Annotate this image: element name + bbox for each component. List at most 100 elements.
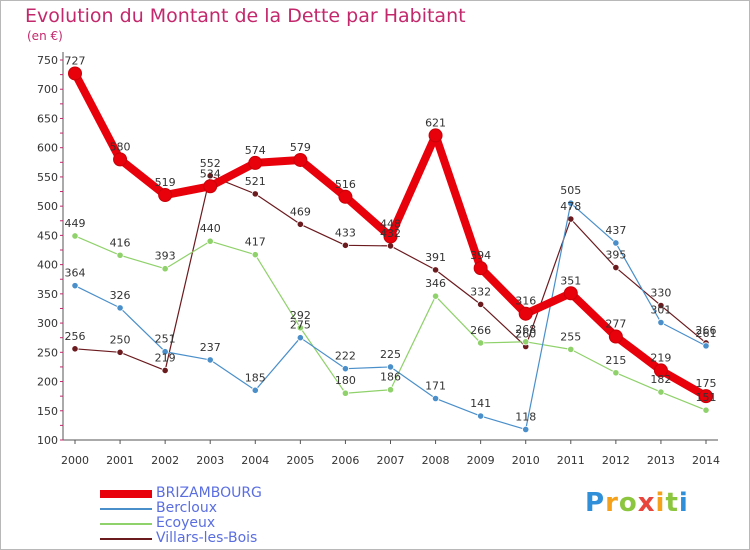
data-point-ecoyeux xyxy=(477,339,485,347)
y-tick-label: 400 xyxy=(37,259,58,272)
data-point-ecoyeux xyxy=(116,251,124,259)
data-label-bercloux: 251 xyxy=(155,333,176,346)
data-label-brizambourg: 277 xyxy=(605,318,626,331)
data-label-bercloux: 225 xyxy=(380,348,401,361)
proxiti-logo: Proxiti xyxy=(585,488,689,518)
data-label-villars-les-bois: 552 xyxy=(200,157,221,170)
data-point-bercloux xyxy=(522,425,530,434)
data-label-villars-les-bois: 432 xyxy=(380,227,401,240)
data-point-ecoyeux xyxy=(71,232,79,240)
y-tick-label: 300 xyxy=(37,317,58,330)
x-tick-label: 2014 xyxy=(692,454,720,467)
data-point-villars-les-bois xyxy=(612,263,620,272)
data-label-bercloux: 171 xyxy=(425,379,446,392)
data-label-brizambourg: 580 xyxy=(110,140,131,153)
data-point-brizambourg xyxy=(653,363,668,378)
x-tick-label: 2005 xyxy=(286,454,314,467)
data-point-villars-les-bois xyxy=(206,172,214,180)
data-label-bercloux: 301 xyxy=(650,303,671,316)
data-point-bercloux xyxy=(657,318,665,327)
data-label-ecoyeux: 292 xyxy=(290,309,311,322)
data-label-villars-les-bois: 250 xyxy=(110,333,131,346)
data-point-bercloux xyxy=(567,199,575,207)
data-label-brizambourg: 394 xyxy=(470,249,491,262)
data-point-ecoyeux xyxy=(386,386,395,394)
y-tick-label: 600 xyxy=(37,142,58,155)
data-point-bercloux xyxy=(206,356,214,364)
legend-swatch-villars-les-bois xyxy=(100,538,152,540)
data-point-bercloux xyxy=(386,363,395,371)
data-label-bercloux: 222 xyxy=(335,350,356,363)
data-label-bercloux: 118 xyxy=(515,410,536,423)
data-label-ecoyeux: 393 xyxy=(155,250,176,263)
x-tick-label: 2003 xyxy=(196,454,224,467)
data-label-bercloux: 364 xyxy=(65,267,86,280)
y-tick-label: 150 xyxy=(37,405,58,418)
data-label-villars-les-bois: 330 xyxy=(650,287,671,300)
data-point-ecoyeux xyxy=(522,338,530,346)
data-point-ecoyeux xyxy=(567,345,575,353)
data-label-ecoyeux: 449 xyxy=(65,217,86,230)
data-point-brizambourg xyxy=(608,329,623,344)
data-point-bercloux xyxy=(431,394,440,403)
y-tick-label: 750 xyxy=(37,54,58,67)
data-label-bercloux: 185 xyxy=(245,371,266,384)
data-point-ecoyeux xyxy=(296,324,304,332)
x-tick-label: 2009 xyxy=(467,454,495,467)
data-point-ecoyeux xyxy=(431,292,440,300)
data-label-bercloux: 237 xyxy=(200,341,221,354)
data-point-villars-les-bois xyxy=(386,242,395,250)
data-point-brizambourg xyxy=(248,155,263,170)
data-label-ecoyeux: 180 xyxy=(335,374,356,387)
y-tick-label: 100 xyxy=(37,434,58,447)
data-point-bercloux xyxy=(702,342,710,350)
data-point-brizambourg xyxy=(383,229,398,244)
data-label-bercloux: 261 xyxy=(696,327,717,340)
data-point-brizambourg xyxy=(563,286,578,301)
data-label-bercloux: 275 xyxy=(290,319,311,332)
data-label-brizambourg: 219 xyxy=(650,351,671,364)
x-tick-label: 2013 xyxy=(647,454,675,467)
data-label-villars-les-bois: 256 xyxy=(65,330,86,343)
x-tick-label: 2002 xyxy=(151,454,179,467)
x-tick-label: 2011 xyxy=(557,454,585,467)
data-label-ecoyeux: 266 xyxy=(470,324,491,337)
x-tick-label: 2012 xyxy=(602,454,630,467)
x-tick-label: 2000 xyxy=(61,454,89,467)
x-tick-label: 2010 xyxy=(512,454,540,467)
y-tick-label: 250 xyxy=(37,346,58,359)
data-label-ecoyeux: 417 xyxy=(245,236,266,249)
x-tick-label: 2001 xyxy=(106,454,134,467)
x-tick-label: 2004 xyxy=(241,454,269,467)
data-label-ecoyeux: 186 xyxy=(380,371,401,384)
x-tick-label: 2007 xyxy=(377,454,405,467)
data-point-brizambourg xyxy=(338,189,353,204)
data-label-brizambourg: 574 xyxy=(245,144,266,157)
data-label-ecoyeux: 182 xyxy=(650,373,671,386)
data-label-brizambourg: 516 xyxy=(335,178,356,191)
y-tick-label: 450 xyxy=(37,229,58,242)
legend-label: Villars-les-Bois xyxy=(156,530,258,546)
data-point-villars-les-bois xyxy=(431,266,440,274)
legend-swatch-ecoyeux xyxy=(100,523,152,525)
data-point-ecoyeux xyxy=(206,237,214,245)
data-point-brizambourg xyxy=(428,128,443,143)
data-label-brizambourg: 727 xyxy=(65,54,86,67)
data-label-villars-les-bois: 219 xyxy=(155,351,176,364)
chart-unit: (en €) xyxy=(27,29,63,43)
y-tick-label: 500 xyxy=(37,200,58,213)
data-point-bercloux xyxy=(116,304,124,312)
data-label-bercloux: 437 xyxy=(605,224,626,237)
y-tick-label: 350 xyxy=(37,288,58,301)
data-point-bercloux xyxy=(612,239,620,247)
data-point-brizambourg xyxy=(158,188,173,203)
data-label-villars-les-bois: 478 xyxy=(560,200,581,213)
data-point-ecoyeux xyxy=(657,388,665,396)
data-point-villars-les-bois xyxy=(341,241,350,249)
data-label-villars-les-bois: 332 xyxy=(470,285,491,298)
data-label-brizambourg: 534 xyxy=(200,167,221,180)
data-label-brizambourg: 448 xyxy=(380,218,401,231)
data-label-villars-les-bois: 391 xyxy=(425,251,446,264)
data-label-ecoyeux: 268 xyxy=(515,323,536,336)
data-point-villars-les-bois xyxy=(116,348,124,356)
